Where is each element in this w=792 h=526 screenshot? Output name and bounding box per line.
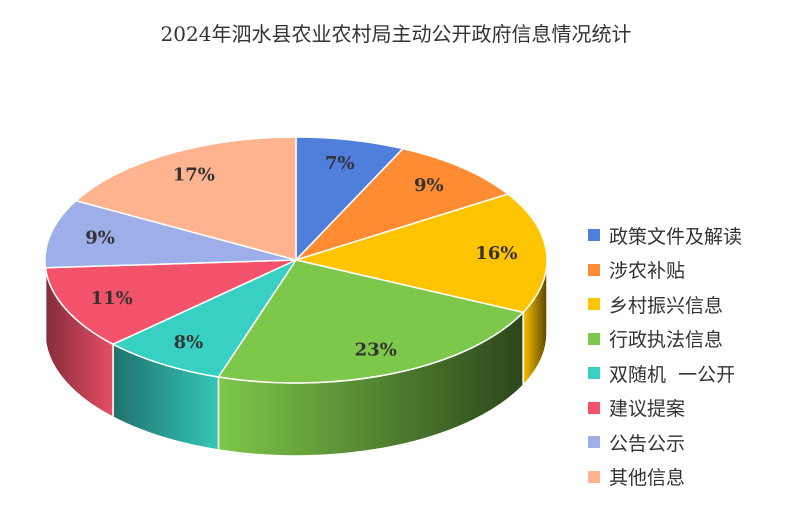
legend-swatch xyxy=(588,436,600,449)
legend-swatch xyxy=(588,229,600,242)
slice-label-4: 8% xyxy=(174,332,204,353)
legend-swatch xyxy=(588,401,600,414)
legend-label: 建议提案 xyxy=(609,398,686,421)
legend-label: 其他信息 xyxy=(609,467,686,490)
pie-slice-5 xyxy=(44,259,297,346)
legend-item: 建议提案 xyxy=(588,391,742,426)
legend: 政策文件及解读 涉农补贴乡村振兴信息 行政执法信息 双随机 一公开 建议提案公告公示其他… xyxy=(588,218,742,494)
legend-item: 涉农补贴 xyxy=(588,253,742,288)
slice-label-3: 23% xyxy=(355,339,397,360)
legend-label: 行政执法信息 xyxy=(609,329,724,352)
pie-slice-6 xyxy=(44,199,297,269)
pie-slice-3 xyxy=(217,259,525,384)
legend-swatch xyxy=(588,470,600,483)
pie-slice-2 xyxy=(293,193,548,314)
legend-label: 涉农补贴 xyxy=(609,260,686,283)
legend-label: 双随机 一公开 xyxy=(609,363,736,386)
legend-label: 公告公示 xyxy=(609,432,686,455)
legend-item: 双随机 一公开 xyxy=(588,356,742,391)
legend-item: 行政执法信息 xyxy=(588,322,742,357)
legend-item: 其他信息 xyxy=(588,460,742,495)
slice-label-1: 9% xyxy=(414,175,444,196)
legend-swatch xyxy=(588,263,600,276)
pie-labels: 7% 9% 16% 23% 8% 11% 9% 17% xyxy=(85,153,517,360)
legend-swatch xyxy=(588,367,600,380)
pie-slice-7 xyxy=(74,136,297,261)
slice-label-6: 9% xyxy=(85,228,115,249)
legend-label: 乡村振兴信息 xyxy=(609,294,724,317)
pie-slice-1 xyxy=(295,147,510,261)
slice-label-7: 17% xyxy=(173,164,215,185)
legend-swatch xyxy=(588,298,600,311)
pie-slice-0 xyxy=(295,136,405,262)
pie-tops xyxy=(44,136,548,384)
chart-title: 2024年泗水县农业农村局主动公开政府信息情况统计 xyxy=(160,22,632,46)
legend-swatch xyxy=(588,332,600,345)
legend-item: 政策文件及解读 xyxy=(588,218,742,253)
slice-label-2: 16% xyxy=(475,243,517,264)
legend-item: 乡村振兴信息 xyxy=(588,287,742,322)
legend-item: 公告公示 xyxy=(588,425,742,460)
slice-label-5: 11% xyxy=(91,288,133,309)
pie-slice-4 xyxy=(111,258,299,378)
legend-label: 政策文件及解读 xyxy=(609,225,743,248)
slice-label-0: 7% xyxy=(325,153,355,174)
